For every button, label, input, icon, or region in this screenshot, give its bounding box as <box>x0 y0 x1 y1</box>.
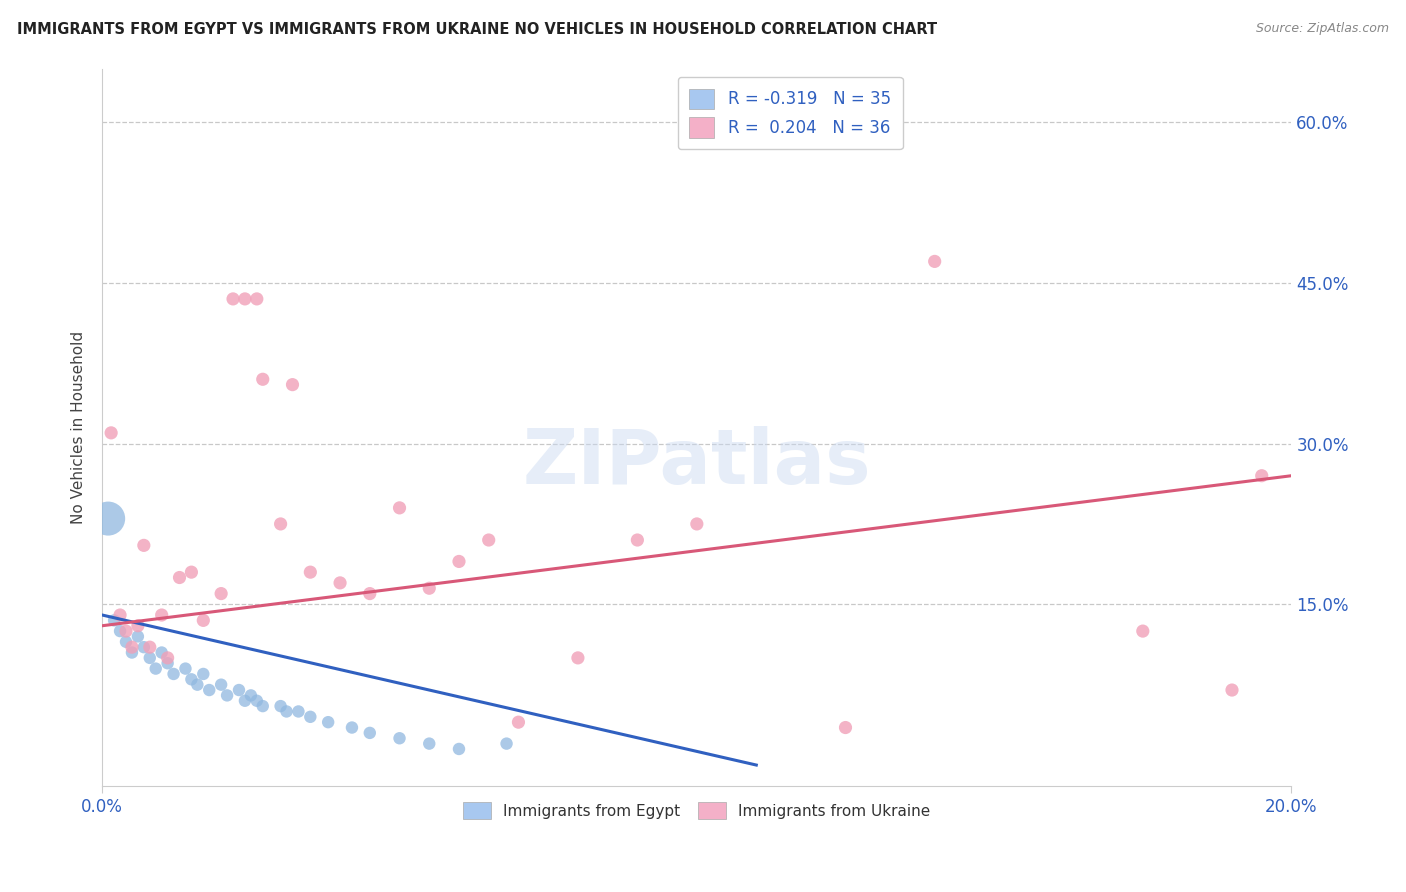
Point <box>1250 468 1272 483</box>
Point <box>418 581 440 595</box>
Point <box>626 533 648 547</box>
Point <box>388 731 411 746</box>
Text: ZIPatlas: ZIPatlas <box>523 426 872 500</box>
Point <box>121 640 143 655</box>
Point <box>180 673 202 687</box>
Point <box>222 292 245 306</box>
Point <box>299 710 322 724</box>
Point <box>233 694 256 708</box>
Point <box>252 372 274 386</box>
Point <box>686 516 709 531</box>
Point <box>139 640 162 655</box>
Point <box>115 624 138 639</box>
Point <box>127 619 149 633</box>
Point <box>145 662 167 676</box>
Point <box>209 586 232 600</box>
Text: IMMIGRANTS FROM EGYPT VS IMMIGRANTS FROM UKRAINE NO VEHICLES IN HOUSEHOLD CORREL: IMMIGRANTS FROM EGYPT VS IMMIGRANTS FROM… <box>17 22 936 37</box>
Point <box>193 613 215 627</box>
Point <box>246 694 269 708</box>
Point <box>174 662 197 676</box>
Point <box>447 554 470 568</box>
Point <box>108 624 131 639</box>
Point <box>156 657 179 671</box>
Point <box>198 683 221 698</box>
Point <box>132 640 155 655</box>
Point <box>1220 683 1243 698</box>
Point <box>299 565 322 579</box>
Point <box>103 613 125 627</box>
Point <box>108 607 131 622</box>
Point <box>270 699 292 714</box>
Point <box>775 131 797 145</box>
Point <box>281 377 304 392</box>
Y-axis label: No Vehicles in Household: No Vehicles in Household <box>72 331 86 524</box>
Point <box>97 511 120 525</box>
Point <box>388 500 411 515</box>
Point <box>233 292 256 306</box>
Legend: Immigrants from Egypt, Immigrants from Ukraine: Immigrants from Egypt, Immigrants from U… <box>457 796 936 825</box>
Point <box>276 705 298 719</box>
Point <box>162 667 184 681</box>
Point <box>447 742 470 756</box>
Point <box>834 721 856 735</box>
Point <box>1132 624 1154 639</box>
Point <box>508 715 530 730</box>
Point <box>239 689 262 703</box>
Point <box>329 575 352 590</box>
Point <box>228 683 250 698</box>
Point <box>495 737 517 751</box>
Point <box>478 533 501 547</box>
Point <box>186 678 208 692</box>
Point <box>287 705 309 719</box>
Point <box>156 651 179 665</box>
Point <box>150 646 173 660</box>
Point <box>150 607 173 622</box>
Point <box>169 570 191 584</box>
Point <box>209 678 232 692</box>
Point <box>139 651 162 665</box>
Point <box>316 715 339 730</box>
Point <box>180 565 202 579</box>
Point <box>270 516 292 531</box>
Point <box>567 651 589 665</box>
Point <box>127 630 149 644</box>
Point <box>217 689 239 703</box>
Point <box>340 721 363 735</box>
Point <box>359 726 381 740</box>
Point <box>193 667 215 681</box>
Point <box>115 635 138 649</box>
Point <box>246 292 269 306</box>
Point <box>252 699 274 714</box>
Point <box>100 425 122 440</box>
Point <box>418 737 440 751</box>
Point <box>359 586 381 600</box>
Point <box>924 254 946 268</box>
Text: Source: ZipAtlas.com: Source: ZipAtlas.com <box>1256 22 1389 36</box>
Point <box>121 646 143 660</box>
Point <box>132 538 155 552</box>
